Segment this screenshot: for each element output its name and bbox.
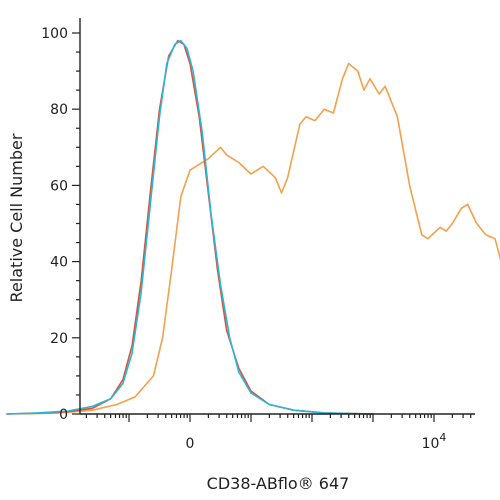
y-tick-label: 0 <box>59 407 68 423</box>
y-tick-label: 80 <box>50 102 68 118</box>
x-tick-label: 104 <box>422 431 447 452</box>
y-tick-label: 60 <box>50 178 68 194</box>
y-tick-label: 20 <box>50 331 68 347</box>
ticks-layer: 0204060801000104106 <box>41 26 472 452</box>
series-layer <box>6 39 500 415</box>
x-tick-label: 0 <box>186 436 195 452</box>
series-line-0 <box>6 62 500 415</box>
series-line-1 <box>6 39 374 415</box>
y-tick-label: 100 <box>41 26 68 42</box>
y-axis-title: Relative Cell Number <box>7 133 26 302</box>
series-line-2 <box>6 39 374 415</box>
y-tick-label: 40 <box>50 255 68 271</box>
x-axis-title: CD38-ABflo® 647 <box>207 474 350 493</box>
axes-layer <box>79 18 475 415</box>
